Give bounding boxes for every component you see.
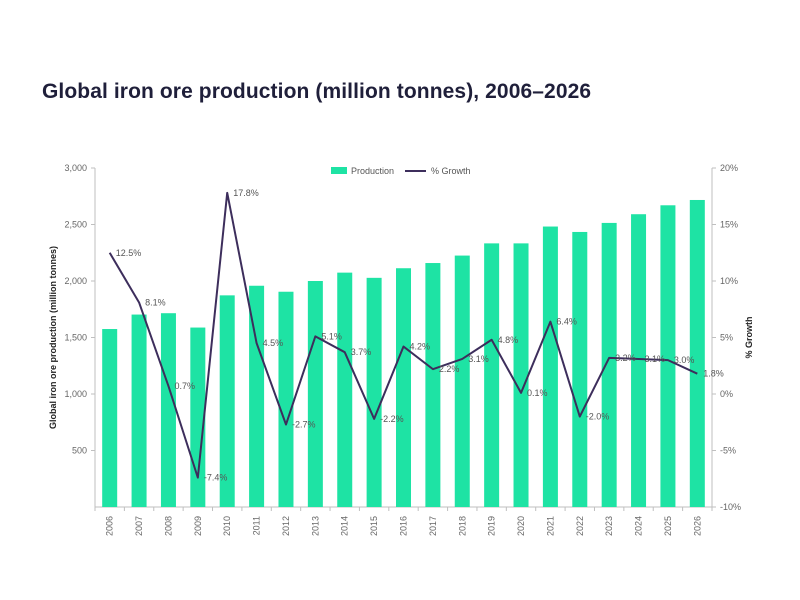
growth-data-label: 3.2% <box>615 353 636 363</box>
x-tick-labels: 2006 2007 2008 2009 2010 2011 2012 2013 2014 2015… <box>105 516 703 536</box>
growth-data-label: -2.7% <box>292 420 316 430</box>
growth-data-label: 3.0% <box>674 355 695 365</box>
x-tick-label: 2008 <box>163 516 173 536</box>
growth-data-label: 12.5% <box>116 248 142 258</box>
left-tick-label: 1,000 <box>64 389 87 399</box>
growth-data-label: 4.5% <box>263 338 284 348</box>
production-bar <box>102 329 118 507</box>
right-tick-label: 20% <box>720 163 738 173</box>
growth-data-label: 0.1% <box>527 388 548 398</box>
growth-data-label: 4.8% <box>498 335 519 345</box>
x-tick-label: 2011 <box>252 516 262 535</box>
right-tick-label: 15% <box>720 220 738 230</box>
x-tick-label: 2019 <box>487 516 497 536</box>
x-tick-label: 2026 <box>692 516 702 536</box>
production-bar <box>278 291 294 507</box>
production-bar <box>366 277 382 507</box>
production-bar <box>425 263 441 507</box>
x-tick-label: 2020 <box>516 516 526 536</box>
production-bar <box>454 255 470 507</box>
x-tick-label: 2013 <box>310 516 320 536</box>
production-bar <box>249 285 265 507</box>
x-tick-label: 2009 <box>193 516 203 536</box>
growth-data-label: 3.7% <box>351 347 372 357</box>
production-bar <box>542 226 558 507</box>
production-bar <box>601 222 617 507</box>
x-tick-label: 2006 <box>105 516 115 536</box>
production-bar <box>190 327 206 507</box>
growth-data-label: 3.1% <box>468 354 489 364</box>
right-tick-label: 5% <box>720 333 733 343</box>
growth-data-label: 3.1% <box>645 354 666 364</box>
x-tick-label: 2021 <box>545 516 555 536</box>
production-bar <box>160 313 176 507</box>
x-tick-label: 2016 <box>399 516 409 536</box>
x-tick-label: 2017 <box>428 516 438 536</box>
growth-series-line <box>108 191 698 479</box>
growth-data-label: 5.1% <box>321 331 342 341</box>
production-bar <box>572 231 588 507</box>
x-tick-label: 2012 <box>281 516 291 536</box>
x-tick-label: 2025 <box>663 516 673 536</box>
growth-data-label: -2.2% <box>380 414 404 424</box>
y-axis-title: Global iron ore production (million tonn… <box>48 246 58 429</box>
growth-data-label: 1.8% <box>703 369 724 379</box>
growth-line <box>108 191 698 479</box>
right-tick-label: -5% <box>720 446 736 456</box>
x-tick-label: 2015 <box>369 516 379 536</box>
x-tick-label: 2014 <box>340 516 350 536</box>
growth-data-label: 2.2% <box>439 364 460 374</box>
production-bar <box>337 272 353 507</box>
growth-data-label: -7.4% <box>204 473 228 483</box>
growth-data-label: 17.8% <box>233 188 259 198</box>
x-tick-label: 2010 <box>222 516 232 536</box>
x-tick-label: 2018 <box>457 516 467 536</box>
x-tick-label: 2022 <box>575 516 585 536</box>
y2-axis-title: % Growth <box>744 317 754 359</box>
production-bar <box>219 295 235 507</box>
production-bar <box>396 268 411 507</box>
left-tick-label: 2,000 <box>64 276 87 286</box>
production-bar <box>307 281 323 507</box>
legend: Production % Growth <box>331 166 471 176</box>
growth-data-labels: 12.5% 8.1% 0.7% -7.4% 17.8% 4.5% -2.7% 5.1% 3.7%… <box>116 188 724 483</box>
legend-production-label: Production <box>351 166 394 176</box>
right-tick-label: -10% <box>720 502 741 512</box>
x-tick-label: 2024 <box>634 516 644 536</box>
x-tick-label: 2023 <box>604 516 614 536</box>
growth-data-label: 8.1% <box>145 297 166 307</box>
production-bar <box>689 199 705 507</box>
chart-title: Global iron ore production (million tonn… <box>42 80 592 103</box>
production-bar <box>631 214 647 508</box>
left-tick-label: 1,500 <box>64 333 87 343</box>
production-bar <box>513 243 529 507</box>
left-tick-label: 3,000 <box>64 163 87 173</box>
x-tick-label: 2007 <box>134 516 144 536</box>
growth-data-label: -2.0% <box>586 412 610 422</box>
right-tick-label: 0% <box>720 389 733 399</box>
production-bar <box>484 243 500 507</box>
production-bars <box>102 199 705 508</box>
legend-production-swatch <box>331 167 347 174</box>
production-bar <box>660 205 676 508</box>
growth-data-label: 4.2% <box>410 342 431 352</box>
growth-data-label: 0.7% <box>174 381 195 391</box>
left-tick-label: 500 <box>72 446 87 456</box>
legend-growth-label: % Growth <box>431 166 471 176</box>
left-tick-label: 2,500 <box>64 220 87 230</box>
right-tick-label: 10% <box>720 276 738 286</box>
growth-data-label: 6.4% <box>556 317 577 327</box>
production-bar <box>131 314 147 507</box>
